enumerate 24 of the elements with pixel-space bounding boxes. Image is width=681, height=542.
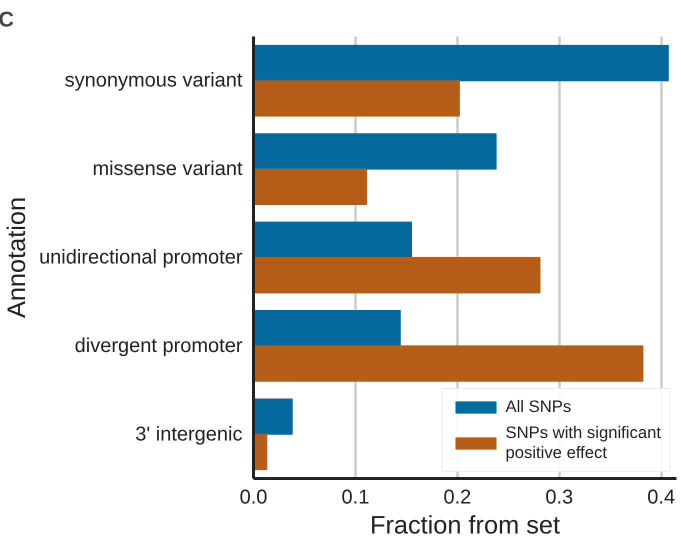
- y-tick-label: divergent promoter: [74, 334, 243, 357]
- x-tick-label: 0.1: [342, 486, 370, 508]
- y-tick-label: synonymous variant: [64, 70, 243, 92]
- x-tick-label: 0.4: [647, 486, 676, 508]
- legend-label: All SNPs: [505, 397, 572, 417]
- bar: [254, 398, 293, 435]
- bar: [254, 168, 368, 205]
- bar: [254, 222, 412, 258]
- y-tick-label: unidirectional promoter: [39, 246, 243, 268]
- bar: [254, 310, 401, 346]
- bar: [254, 44, 669, 82]
- bar: [254, 345, 644, 382]
- x-axis-title: Fraction from set: [370, 512, 560, 540]
- x-tick-label: 0.3: [545, 486, 574, 508]
- legend-label: SNPs with significant positive effect: [505, 423, 661, 463]
- bar: [254, 434, 268, 470]
- bar: [254, 257, 540, 294]
- y-tick-label: missense variant: [92, 158, 243, 180]
- x-tick-label: 0.0: [240, 486, 268, 508]
- x-tick-label: 0.2: [443, 486, 472, 508]
- bar: [254, 133, 497, 170]
- bar: [254, 80, 460, 117]
- y-tick-label: 3' intergenic: [135, 423, 242, 446]
- y-axis-title: Annotation: [3, 196, 32, 318]
